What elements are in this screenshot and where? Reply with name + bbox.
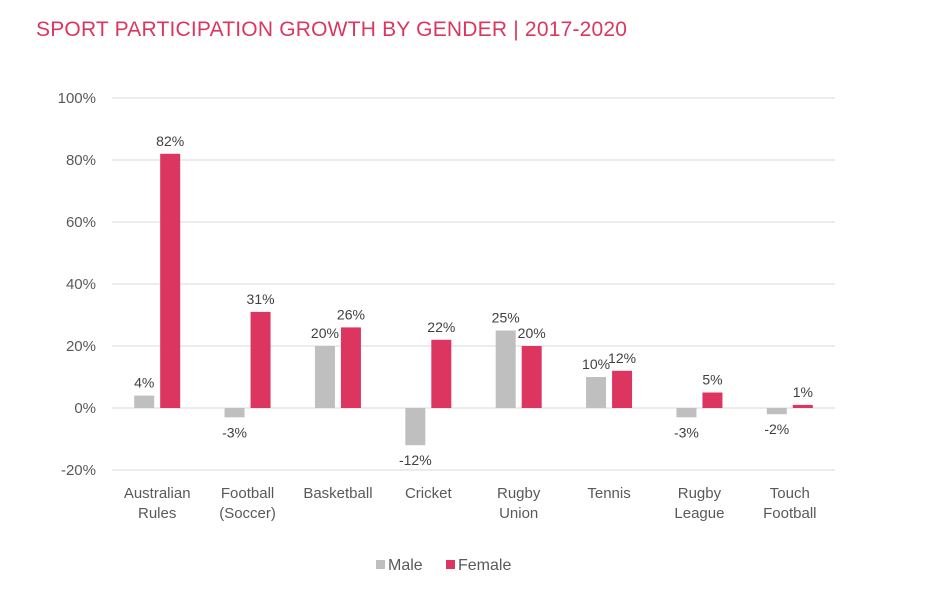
- bars: [134, 153, 813, 446]
- y-tick-label: 40%: [66, 276, 96, 293]
- x-category-label: Tennis: [587, 485, 630, 502]
- data-label-female: 31%: [247, 291, 275, 307]
- x-category-label: Rugby: [497, 485, 541, 502]
- data-label-male: -3%: [674, 424, 699, 440]
- x-category-label: Rugby: [678, 485, 722, 502]
- bar-male: [405, 408, 426, 446]
- y-tick-label: 60%: [66, 214, 96, 231]
- bar-male: [495, 330, 516, 408]
- bar-male: [224, 408, 245, 418]
- bar-male: [314, 346, 335, 408]
- data-label-female: 12%: [608, 350, 636, 366]
- bar-female: [431, 339, 452, 408]
- y-tick-label: 0%: [74, 400, 96, 417]
- data-label-female: 22%: [427, 319, 455, 335]
- x-category-label: Touch: [770, 485, 810, 502]
- data-label-female: 26%: [337, 306, 365, 322]
- chart-title: SPORT PARTICIPATION GROWTH BY GENDER | 2…: [36, 18, 628, 41]
- legend-swatch-female: [446, 560, 455, 569]
- bar-female: [521, 346, 542, 408]
- data-label-female: 5%: [702, 372, 722, 388]
- legend-label-male: Male: [388, 557, 423, 574]
- data-label-female: 82%: [156, 133, 184, 149]
- data-labels: 4%82%-3%31%20%26%-12%22%25%20%10%12%-3%5…: [134, 133, 813, 468]
- y-tick-label: -20%: [61, 462, 96, 479]
- x-category-label: Rules: [138, 505, 176, 522]
- y-tick-label: 100%: [58, 90, 96, 107]
- data-label-male: -2%: [764, 421, 789, 437]
- data-label-male: 4%: [134, 375, 154, 391]
- legend-label-female: Female: [458, 557, 511, 574]
- data-label-female: 20%: [518, 325, 546, 341]
- y-axis-ticks: -20% 0% 20% 40% 60% 80% 100%: [58, 90, 96, 479]
- bar-female: [250, 311, 271, 408]
- x-category-label: League: [674, 505, 724, 522]
- x-category-label: Cricket: [405, 485, 453, 502]
- data-label-male: -3%: [222, 424, 247, 440]
- bar-male: [586, 377, 607, 408]
- bar-female: [612, 370, 633, 408]
- x-axis-categories: Australian Rules Football (Soccer) Basketbal…: [124, 485, 817, 522]
- x-category-label: Football: [221, 485, 274, 502]
- bar-female: [340, 327, 361, 408]
- bar-male: [134, 395, 155, 408]
- bar-female: [702, 392, 723, 408]
- gridlines: [112, 97, 835, 471]
- bar-female: [792, 404, 813, 408]
- data-label-male: 10%: [582, 356, 610, 372]
- legend: Male Female: [376, 557, 511, 574]
- data-label-male: -12%: [399, 452, 432, 468]
- data-label-male: 20%: [311, 325, 339, 341]
- y-tick-label: 20%: [66, 338, 96, 355]
- x-category-label: Football: [763, 505, 816, 522]
- bar-female: [160, 153, 181, 408]
- x-category-label: Union: [499, 505, 538, 522]
- legend-swatch-male: [376, 560, 385, 569]
- x-category-label: Basketball: [303, 485, 372, 502]
- x-category-label: (Soccer): [219, 505, 276, 522]
- y-tick-label: 80%: [66, 152, 96, 169]
- data-label-female: 1%: [793, 384, 813, 400]
- bar-male: [676, 408, 697, 418]
- data-label-male: 25%: [492, 310, 520, 326]
- x-category-label: Australian: [124, 485, 191, 502]
- bar-male: [766, 408, 787, 415]
